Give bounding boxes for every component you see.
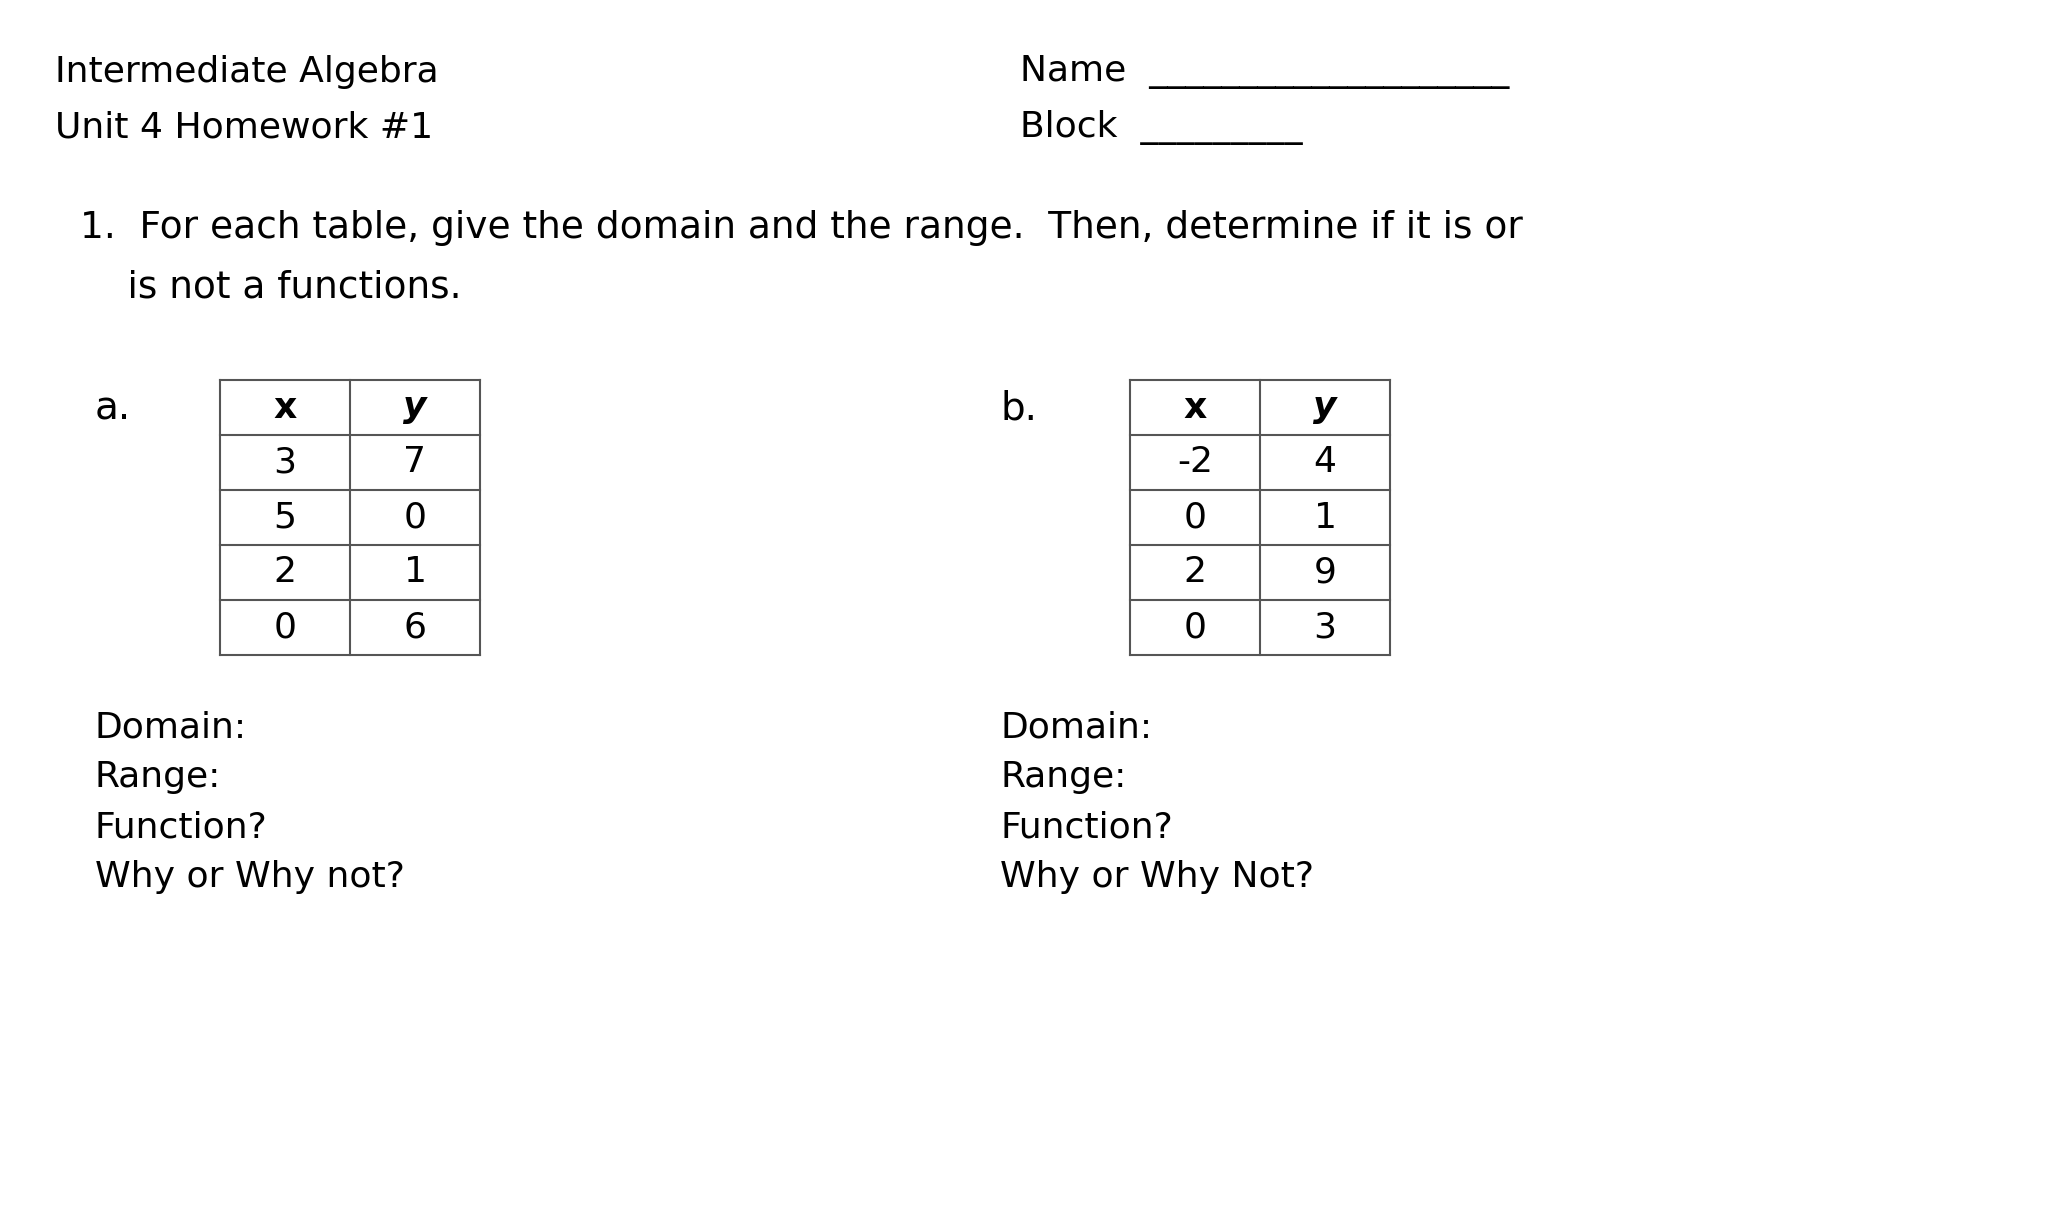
Text: 1: 1 — [403, 555, 426, 590]
Text: 2: 2 — [1183, 555, 1207, 590]
Text: 6: 6 — [403, 610, 426, 644]
Text: x: x — [274, 391, 297, 425]
Text: a.: a. — [94, 390, 131, 428]
Text: 0: 0 — [274, 610, 297, 644]
Text: Unit 4 Homework #1: Unit 4 Homework #1 — [55, 110, 434, 144]
Text: 0: 0 — [1183, 610, 1207, 644]
Text: 5: 5 — [274, 501, 297, 535]
Text: 0: 0 — [403, 501, 426, 535]
Text: 3: 3 — [1314, 610, 1336, 644]
Text: y: y — [1314, 391, 1336, 425]
Text: Function?: Function? — [1000, 810, 1172, 844]
Text: Domain:: Domain: — [94, 710, 248, 744]
Text: Why or Why Not?: Why or Why Not? — [1000, 860, 1314, 894]
Text: 7: 7 — [403, 446, 426, 480]
Text: 2: 2 — [274, 555, 297, 590]
Text: Range:: Range: — [94, 760, 221, 794]
Text: y: y — [403, 391, 428, 425]
Text: Function?: Function? — [94, 810, 268, 844]
Text: b.: b. — [1000, 390, 1037, 428]
Text: Name  ____________________: Name ____________________ — [1021, 55, 1510, 89]
Text: x: x — [1183, 391, 1207, 425]
Text: 0: 0 — [1183, 501, 1207, 535]
Text: is not a functions.: is not a functions. — [80, 270, 462, 306]
Text: Why or Why not?: Why or Why not? — [94, 860, 405, 894]
Text: 1: 1 — [1314, 501, 1336, 535]
Text: 3: 3 — [274, 446, 297, 480]
Text: Block  _________: Block _________ — [1021, 110, 1303, 145]
Text: 4: 4 — [1314, 446, 1336, 480]
Text: Domain:: Domain: — [1000, 710, 1152, 744]
Text: Intermediate Algebra: Intermediate Algebra — [55, 55, 438, 89]
Text: 9: 9 — [1314, 555, 1336, 590]
Text: Range:: Range: — [1000, 760, 1127, 794]
Text: -2: -2 — [1176, 446, 1213, 480]
Text: 1.  For each table, give the domain and the range.  Then, determine if it is or: 1. For each table, give the domain and t… — [80, 209, 1522, 246]
